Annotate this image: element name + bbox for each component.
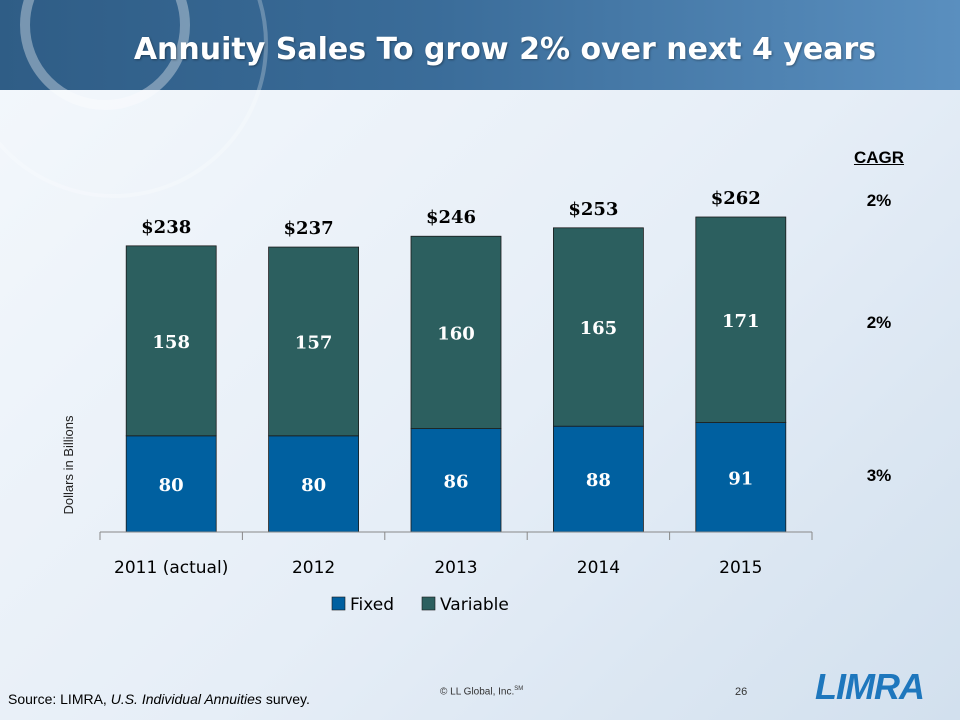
value-label-fixed-2: 86 [443,471,468,492]
value-label-fixed-0: 80 [159,475,184,496]
total-label-2: $246 [426,207,476,228]
category-label-3: 2014 [577,558,620,578]
total-label-1: $237 [284,218,334,239]
bar-variable-1 [268,246,360,437]
legend-swatch-variable [421,596,436,611]
category-label-1: 2012 [292,558,335,578]
value-label-variable-1: 157 [295,332,333,353]
source-prefix: Source: LIMRA, [8,691,111,707]
value-label-fixed-4: 91 [728,468,753,489]
bar-fixed-0 [125,435,217,533]
legend-label-variable: Variable [440,595,509,615]
category-label-0: 2011 (actual) [114,558,228,578]
copyright-text: © LL Global, Inc. [440,686,515,698]
value-label-variable-0: 158 [152,332,190,353]
value-label-variable-3: 165 [580,318,618,339]
cagr-title: CAGR [853,148,905,167]
cagr-value-variable: 2% [866,313,892,332]
legend-label-fixed: Fixed [350,595,394,615]
legend-swatch-fixed [331,596,346,611]
value-label-variable-4: 171 [722,311,760,332]
y-axis-label: Dollars in Billions [61,415,76,515]
bar-variable-0 [125,245,217,437]
value-label-variable-2: 160 [437,323,475,344]
cagr-value-total: 2% [866,191,892,210]
total-label-3: $253 [568,199,618,220]
total-label-0: $238 [141,217,191,238]
limra-logo: LIMRA [815,666,925,707]
category-label-2: 2013 [434,558,477,578]
bar-variable-2 [410,235,502,430]
category-label-4: 2015 [719,558,762,578]
cagr-value-fixed: 3% [866,466,892,485]
bar-variable-4 [695,216,787,423]
service-mark: SM [514,686,524,692]
total-label-4: $262 [711,188,761,209]
copyright: © LL Global, Inc.SM [440,686,523,697]
slide-title: Annuity Sales To grow 2% over next 4 yea… [133,32,877,67]
source-publication: U.S. Individual Annuities [110,691,262,707]
value-label-fixed-1: 80 [301,475,326,496]
bar-fixed-1 [268,435,360,533]
source-note: Source: LIMRA, U.S. Individual Annuities… [8,691,310,707]
value-label-fixed-3: 88 [586,470,611,491]
bar-fixed-4 [695,422,787,533]
source-suffix: survey. [261,691,310,707]
page-number: 26 [735,686,748,698]
bar-variable-3 [553,227,644,427]
